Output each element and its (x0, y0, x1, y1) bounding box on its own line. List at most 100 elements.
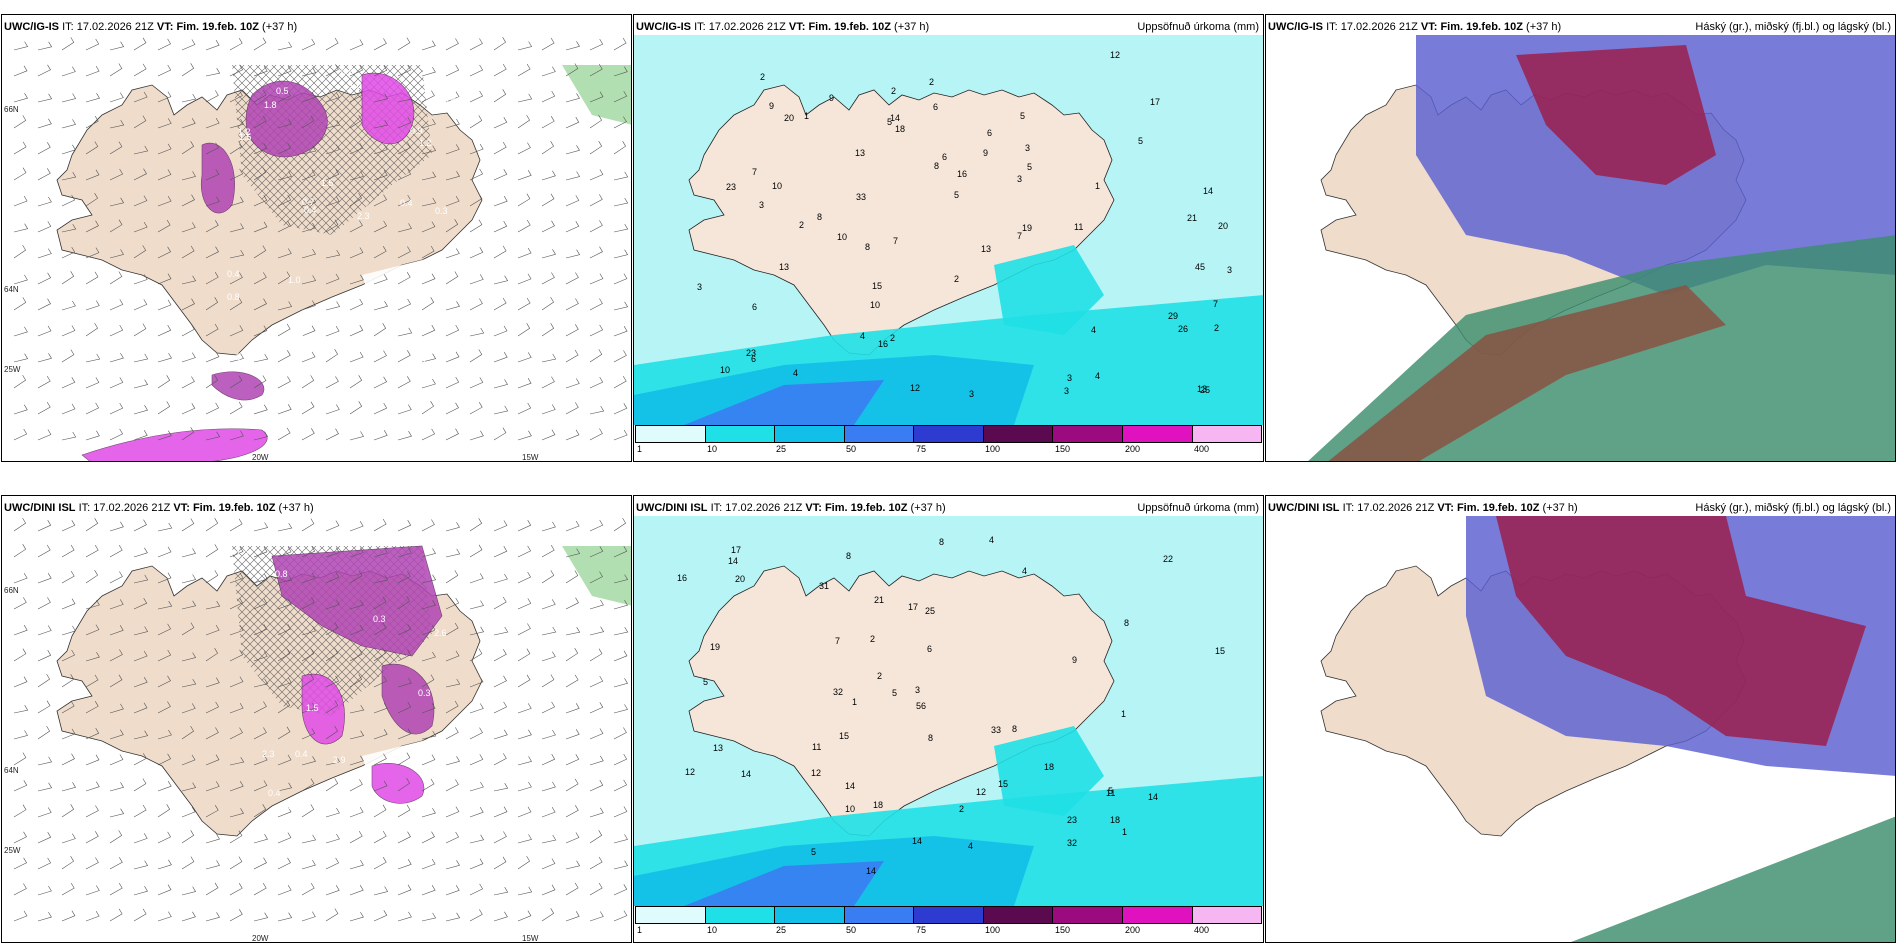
precip-amount-label: 19 (1022, 223, 1033, 233)
wind-barb (253, 857, 267, 870)
wind-barb (493, 245, 507, 259)
wind-barb (157, 601, 173, 610)
wind-barb (373, 119, 389, 129)
wind-barb (589, 405, 605, 415)
wind-barb (541, 193, 555, 207)
wind-barb (229, 572, 244, 584)
wind-barb (349, 375, 363, 389)
axis-label-lon25: 25W (4, 846, 21, 855)
wind-barb (349, 39, 364, 51)
wind-barb (109, 808, 125, 818)
wind-barb (469, 349, 483, 363)
legend-tick: 200 (1125, 444, 1141, 454)
wind-barb (109, 908, 123, 922)
wind-barb (85, 353, 101, 363)
wind-barb (109, 544, 123, 558)
wind-barb (181, 141, 195, 155)
wind-barb (37, 573, 52, 584)
wind-barb (301, 834, 317, 844)
wind-barb (421, 703, 436, 714)
wind-barb (421, 325, 436, 337)
wind-barb (13, 93, 28, 103)
wind-barb (421, 730, 437, 740)
precip-amount-label: 13 (1197, 384, 1208, 394)
wind-barb (205, 648, 219, 662)
legend-colorbar (635, 425, 1262, 443)
wind-barb (517, 114, 531, 129)
precip-amount-label: 13 (855, 148, 866, 158)
wind-barb (493, 856, 507, 870)
wind-barb (157, 118, 172, 129)
wind-barb (325, 885, 340, 896)
wind-barb (61, 171, 77, 181)
wind-barb (469, 193, 483, 207)
precip-amount-label: 1 (1121, 709, 1127, 719)
legend-swatch (1192, 426, 1262, 442)
wind-barb (109, 299, 124, 311)
wind-barb (469, 219, 483, 233)
wind-barb (493, 221, 508, 233)
wind-barb (469, 727, 483, 740)
wind-barb (445, 860, 460, 870)
wind-barb (349, 830, 363, 844)
wind-barb (157, 623, 172, 636)
wind-barb (37, 807, 52, 818)
wind-barb (229, 272, 243, 285)
wind-barb (253, 167, 267, 181)
wind-barb (325, 908, 339, 922)
precip-amount-label: 3 (1067, 373, 1073, 383)
wind-barb (253, 353, 269, 363)
wind-barb (325, 64, 339, 77)
wind-barb (13, 625, 28, 636)
wind-barb (253, 272, 267, 285)
panel-ig-wind: UWC/IG-IS IT: 17.02.2026 21Z VT: Fim. 19… (1, 14, 632, 462)
wind-barb (541, 651, 556, 662)
wind-barb (277, 599, 292, 610)
wind-barb (493, 675, 507, 688)
legend-swatch (705, 907, 776, 923)
wind-barb (13, 730, 28, 740)
axis-label-lat66: 66N (4, 586, 19, 595)
wind-barb (157, 649, 172, 662)
wind-barb (565, 597, 579, 610)
wind-barb (181, 118, 196, 129)
wind-barb (61, 804, 75, 818)
precip-amount-label: 8 (846, 551, 852, 561)
it-label: IT: (694, 21, 706, 33)
wind-barb (157, 546, 172, 558)
wind-barb (181, 886, 197, 896)
wind-barb (301, 38, 316, 51)
precip-value-label: 0.8 (454, 94, 467, 104)
wind-barb (349, 730, 365, 740)
vt-value: Fim. 19.feb. 10Z (1440, 21, 1523, 33)
wind-barb (85, 701, 99, 714)
wind-barb (565, 520, 580, 532)
wind-barb (157, 219, 171, 233)
wind-barb (373, 376, 388, 389)
wind-barb (325, 572, 340, 584)
wind-barb (37, 756, 53, 766)
wind-barb (373, 170, 388, 181)
precip-amount-label: 6 (942, 152, 948, 162)
cloud-layer (1571, 816, 1895, 942)
wind-barb (37, 272, 52, 285)
legend-tick: 10 (707, 925, 718, 935)
wind-barb (61, 570, 75, 584)
wind-barb (325, 273, 340, 285)
wind-barb (229, 401, 243, 415)
precip-legend: 1 10 25 50 75 100 150 200 400 (635, 425, 1262, 461)
wind-barb (301, 92, 316, 103)
precip-amount-label: 10 (845, 804, 856, 814)
precip-amount-label: 5 (892, 688, 898, 698)
it-label: IT: (78, 502, 91, 514)
wind-barb (397, 831, 411, 844)
wind-barb (229, 353, 244, 363)
wind-barb (421, 197, 437, 207)
wind-barb (277, 782, 293, 792)
wind-barb (325, 119, 341, 129)
wind-barb (61, 598, 76, 610)
wind-barb (397, 884, 412, 896)
wind-barb (61, 93, 77, 103)
wind-barb (421, 171, 437, 181)
wind-barb (253, 804, 267, 818)
